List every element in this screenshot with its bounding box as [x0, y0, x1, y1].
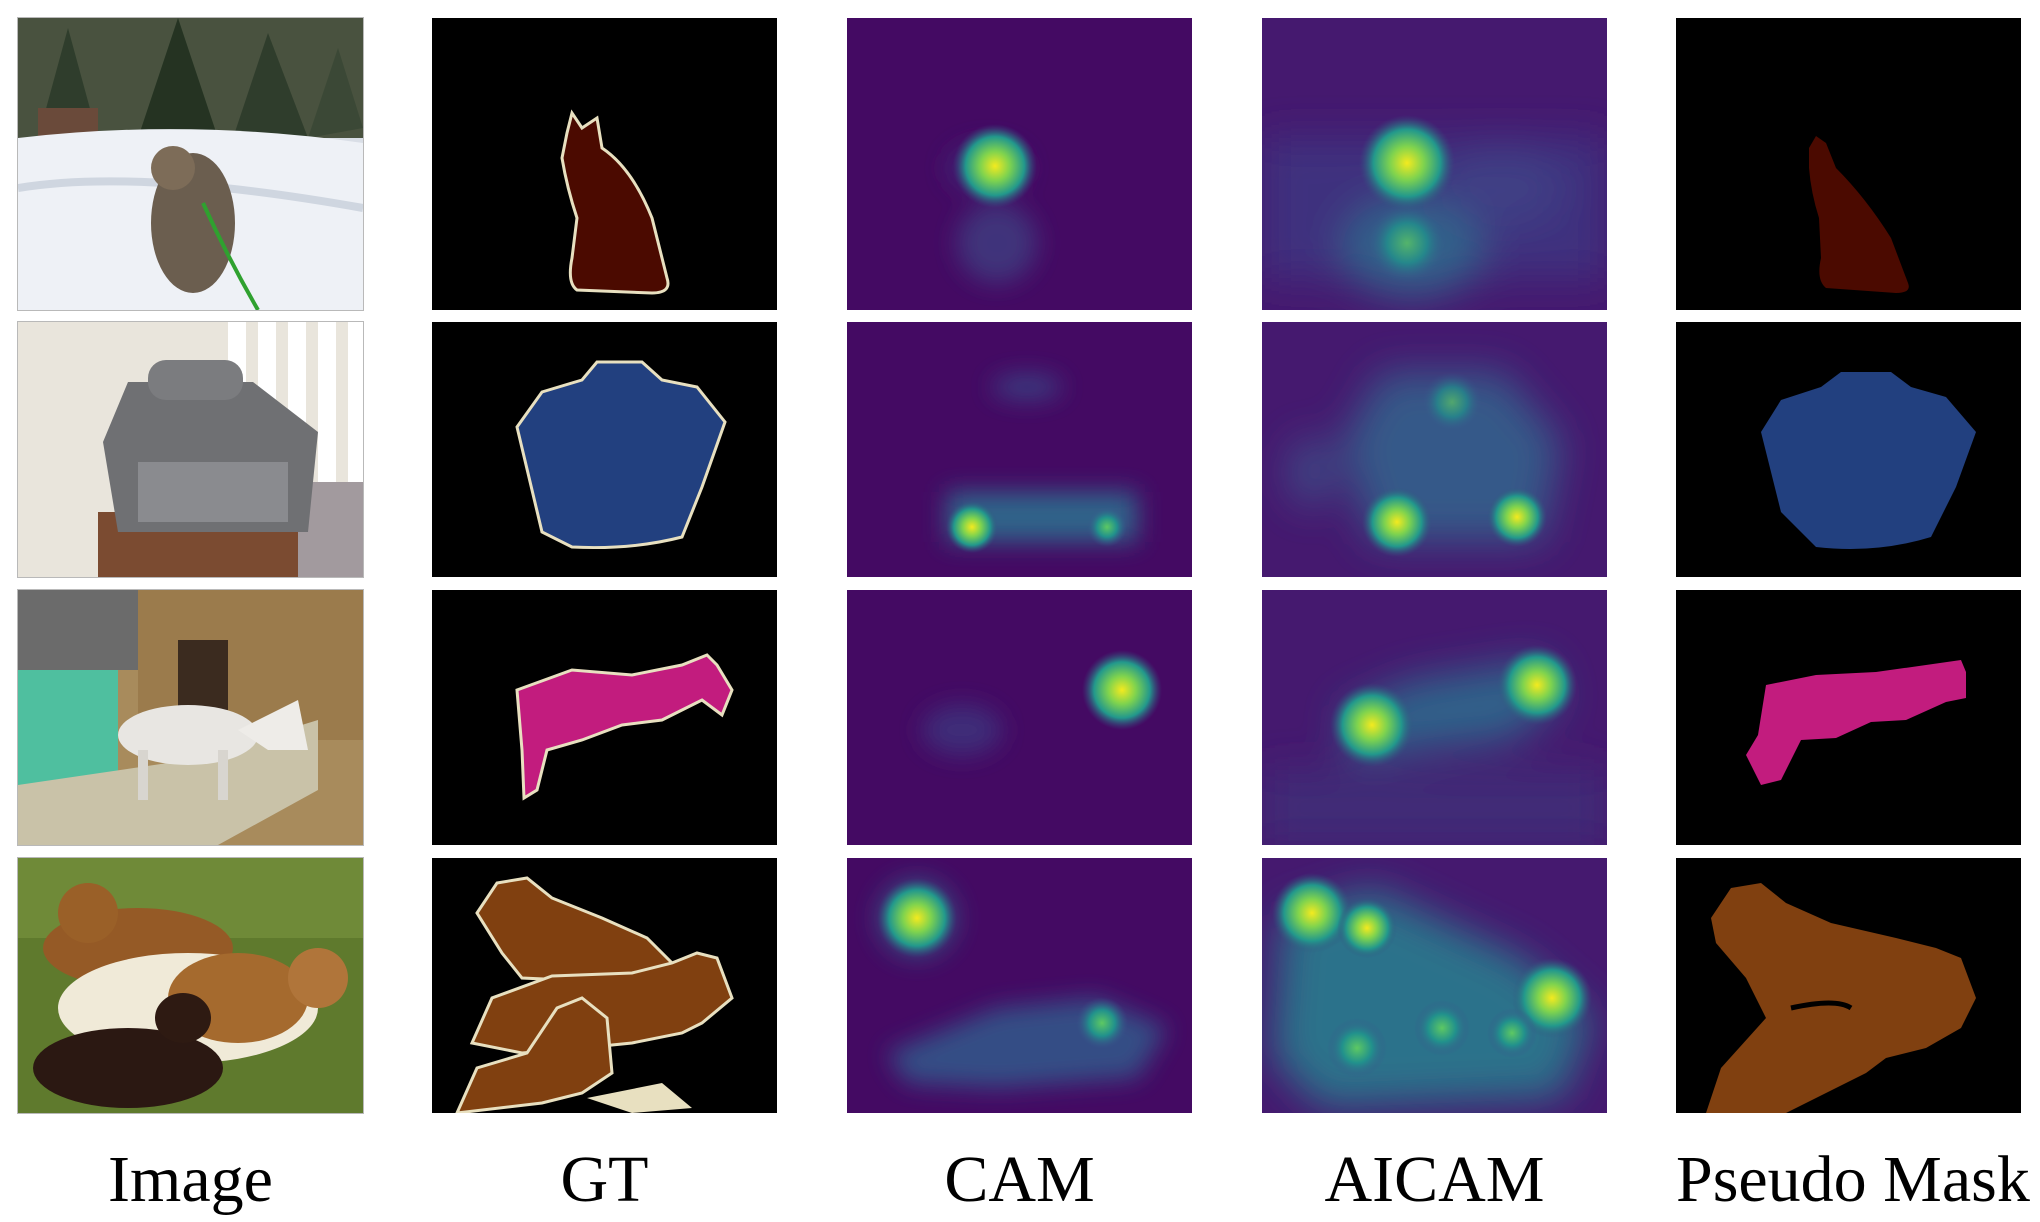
gt-mask-sheep [432, 858, 777, 1113]
pseudo-mask-horse [1676, 590, 2021, 845]
pseudo-mask-sheep [1676, 858, 2021, 1113]
pseudo-mask-cat [1676, 18, 2021, 310]
gt-mask-tv [432, 322, 777, 577]
gt-mask-horse [432, 590, 777, 845]
image-sheep-grass [17, 857, 364, 1114]
image-horse-yard [17, 589, 364, 846]
aicam-heatmap-tv [1262, 322, 1607, 577]
aicam-heatmap-sheep [1262, 858, 1607, 1113]
image-tv-room [17, 321, 364, 578]
column-label-pseudo-mask: Pseudo Mask [1676, 1143, 2030, 1216]
pseudo-mask-tv [1676, 322, 2021, 577]
column-label-cam: CAM [944, 1143, 1095, 1216]
aicam-heatmap-horse [1262, 590, 1607, 845]
cam-heatmap-horse [847, 590, 1192, 845]
column-label-aicam: AICAM [1324, 1143, 1545, 1216]
gt-mask-cat [432, 18, 777, 310]
image-cat-snow [17, 17, 364, 311]
column-label-gt: GT [560, 1143, 649, 1216]
cam-heatmap-sheep [847, 858, 1192, 1113]
cam-heatmap-tv [847, 322, 1192, 577]
cam-heatmap-cat [847, 18, 1192, 310]
aicam-heatmap-cat [1262, 18, 1607, 310]
column-label-image: Image [108, 1143, 273, 1216]
